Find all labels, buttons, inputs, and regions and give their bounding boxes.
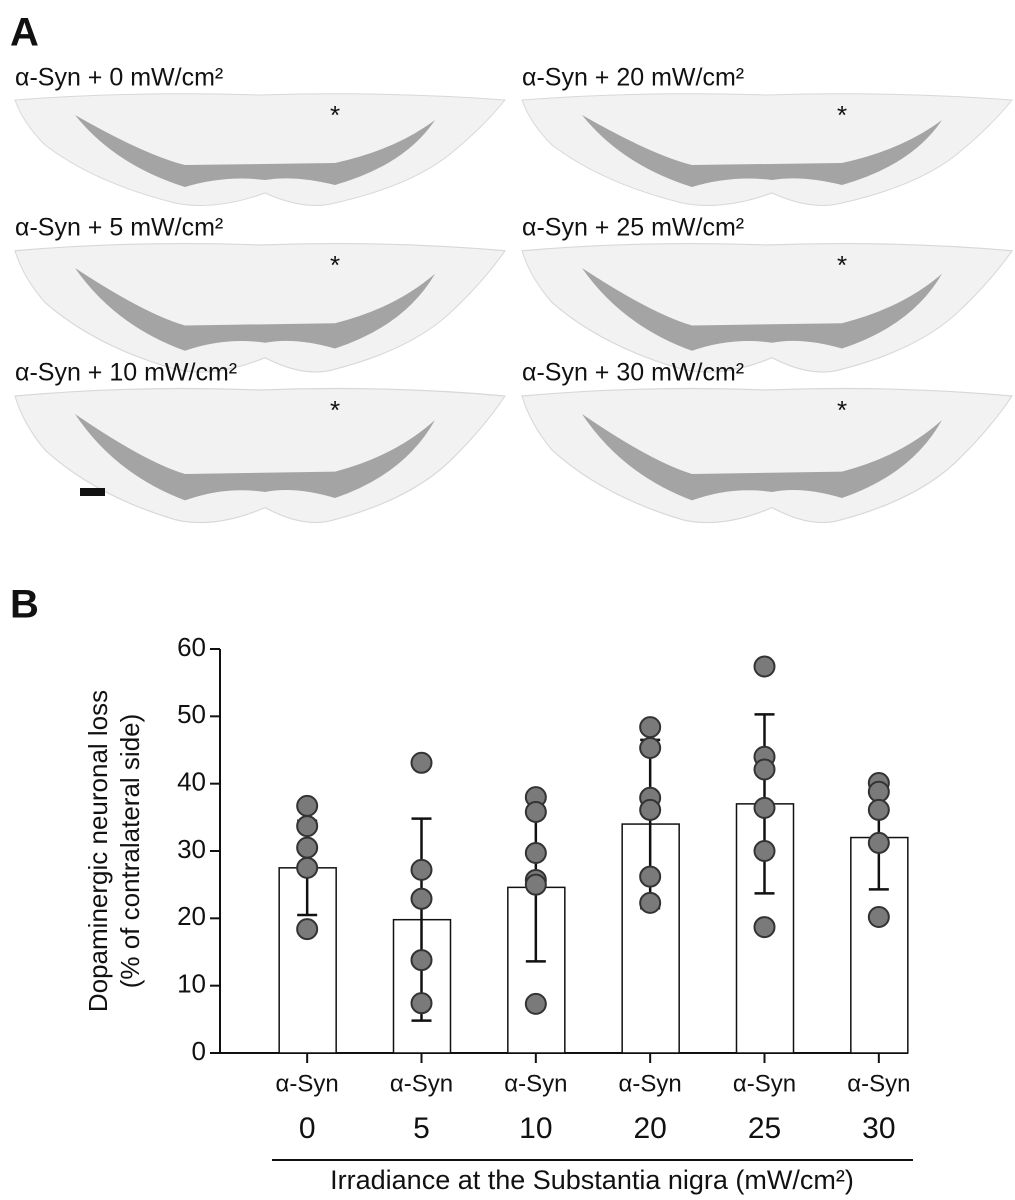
data-point [524,992,547,1015]
asterisk: * [330,100,340,130]
brain-section [521,243,1013,373]
asterisk: * [330,250,340,280]
data-point [753,758,776,781]
asterisk: * [837,395,847,425]
data-point [867,798,890,821]
y-axis-title: (% of contralateral side) [115,714,145,989]
data-point [410,949,433,972]
asterisk: * [330,395,340,425]
x-tick-label: 25 [748,1112,781,1145]
section-tissue [521,93,1013,206]
panel-label: B [10,583,39,627]
section-tissue [14,387,506,524]
y-tick-label: 40 [177,767,206,797]
y-axis-title: Dopaminergic neuronal loss [83,690,113,1012]
image-title: α-Syn + 0 mW/cm² [15,64,223,92]
asterisk: * [837,250,847,280]
data-point [296,836,319,859]
y-tick-label: 20 [177,901,206,931]
x-tick-label: α-Syn [390,1070,453,1097]
image-title: α-Syn + 30 mW/cm² [522,359,744,387]
section-tissue [14,93,506,206]
data-point [639,736,662,759]
section-tissue [14,243,506,373]
data-point [639,798,662,821]
data-point [296,815,319,838]
data-point [524,800,547,823]
data-point [753,916,776,939]
x-tick-label: 10 [519,1112,552,1145]
y-tick-label: 30 [177,834,206,864]
data-point [410,858,433,881]
data-point [867,905,890,928]
brain-section [521,387,1013,524]
y-tick-label: 0 [192,1036,206,1066]
data-point [867,780,890,803]
x-tick-label: α-Syn [504,1070,567,1097]
panel-label: A [10,11,39,55]
data-point [296,918,319,941]
image-title: α-Syn + 25 mW/cm² [522,214,744,242]
brain-section [521,93,1013,206]
x-tick-label: α-Syn [847,1070,910,1097]
y-tick-label: 50 [177,699,206,729]
y-tick-label: 10 [177,969,206,999]
data-point [410,887,433,910]
data-point [867,831,890,854]
image-title: α-Syn + 20 mW/cm² [522,64,744,92]
section-tissue [521,243,1013,373]
data-point [410,992,433,1015]
asterisk: * [837,100,847,130]
data-point [639,716,662,739]
x-tick-label: 20 [633,1112,666,1145]
data-point [753,655,776,678]
brain-section [14,243,506,373]
y-tick-label: 60 [177,632,206,662]
brain-section [14,387,506,524]
x-axis-title: Irradiance at the Substantia nigra (mW/c… [330,1165,854,1195]
data-point [524,842,547,865]
data-point [296,856,319,879]
image-title: α-Syn + 5 mW/cm² [15,214,223,242]
scale-bar [80,488,105,496]
data-point [639,891,662,914]
section-tissue [521,387,1013,524]
x-tick-label: 0 [299,1112,316,1145]
data-point [753,840,776,862]
data-point [296,794,319,817]
x-tick-label: α-Syn [733,1070,796,1097]
brain-section [14,93,506,206]
x-tick-label: α-Syn [619,1070,682,1097]
x-tick-label: α-Syn [276,1070,339,1097]
x-tick-label: 30 [862,1112,895,1145]
data-point [524,873,547,896]
data-point [753,796,776,819]
image-title: α-Syn + 10 mW/cm² [15,359,237,387]
x-tick-label: 5 [413,1112,430,1145]
data-point [639,865,662,888]
data-point [410,751,433,774]
